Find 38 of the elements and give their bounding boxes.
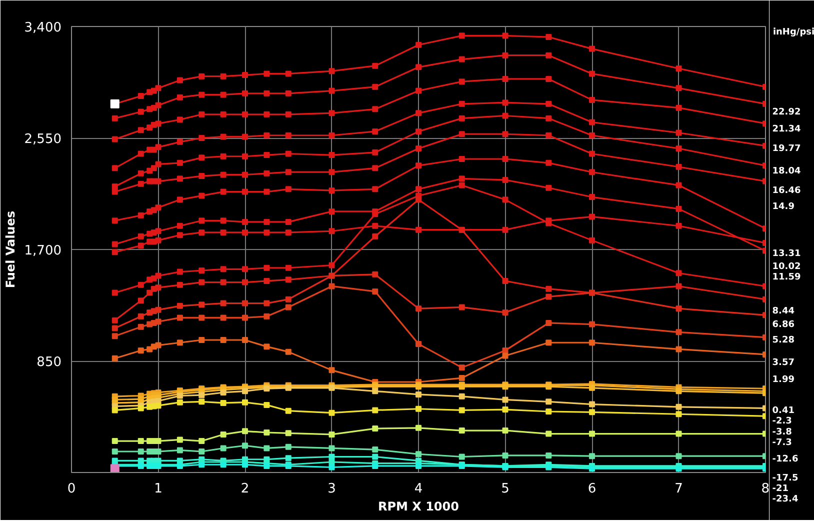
text: 22.92	[772, 107, 801, 118]
y-tick-label: 850	[36, 355, 62, 370]
x-tick-label: 8	[761, 482, 770, 496]
text: 21.34	[772, 124, 801, 134]
x-tick-label: 2	[240, 482, 250, 496]
series-label: -21	[772, 484, 789, 494]
y-tick-label: 3,400	[24, 20, 62, 36]
text: 1.99	[772, 374, 794, 385]
text: -23.4	[772, 494, 798, 505]
text: -12.6	[772, 454, 798, 464]
text: 5.28	[772, 336, 794, 346]
y-tick-label: 1,700	[24, 244, 62, 258]
text: 8.44	[772, 306, 794, 317]
text: 3.57	[772, 358, 794, 368]
x-tick-label: 5	[501, 482, 510, 496]
x-tick-label: 1	[154, 482, 162, 496]
x-tick-label: 3	[328, 482, 336, 496]
x-axis-title: RPM X 1000	[378, 500, 459, 514]
text: 6.86	[772, 320, 794, 330]
series-label: -3.8	[772, 427, 792, 438]
text: 19.77	[772, 144, 801, 154]
x-tick-label: 7	[674, 482, 683, 496]
text: 11.59	[772, 272, 801, 283]
y-tick-label: 2,550	[24, 132, 62, 147]
x-tick-label: 0	[67, 482, 76, 496]
text: 14.9	[772, 202, 794, 212]
series-label: 0.41	[772, 406, 794, 416]
series-label: 10.02	[772, 262, 801, 272]
legend-title: inHg/psi	[772, 28, 814, 38]
text: 13.31	[772, 249, 801, 260]
y-axis-title: Fuel Values	[3, 210, 18, 288]
text: -2.3	[772, 416, 792, 427]
text: 16.46	[772, 186, 801, 196]
series-label: -17.5	[772, 474, 798, 484]
x-tick-label: 6	[588, 482, 596, 496]
text: -7.3	[772, 438, 792, 448]
text: 18.04	[772, 166, 801, 176]
x-tick-label: 4	[414, 482, 423, 496]
